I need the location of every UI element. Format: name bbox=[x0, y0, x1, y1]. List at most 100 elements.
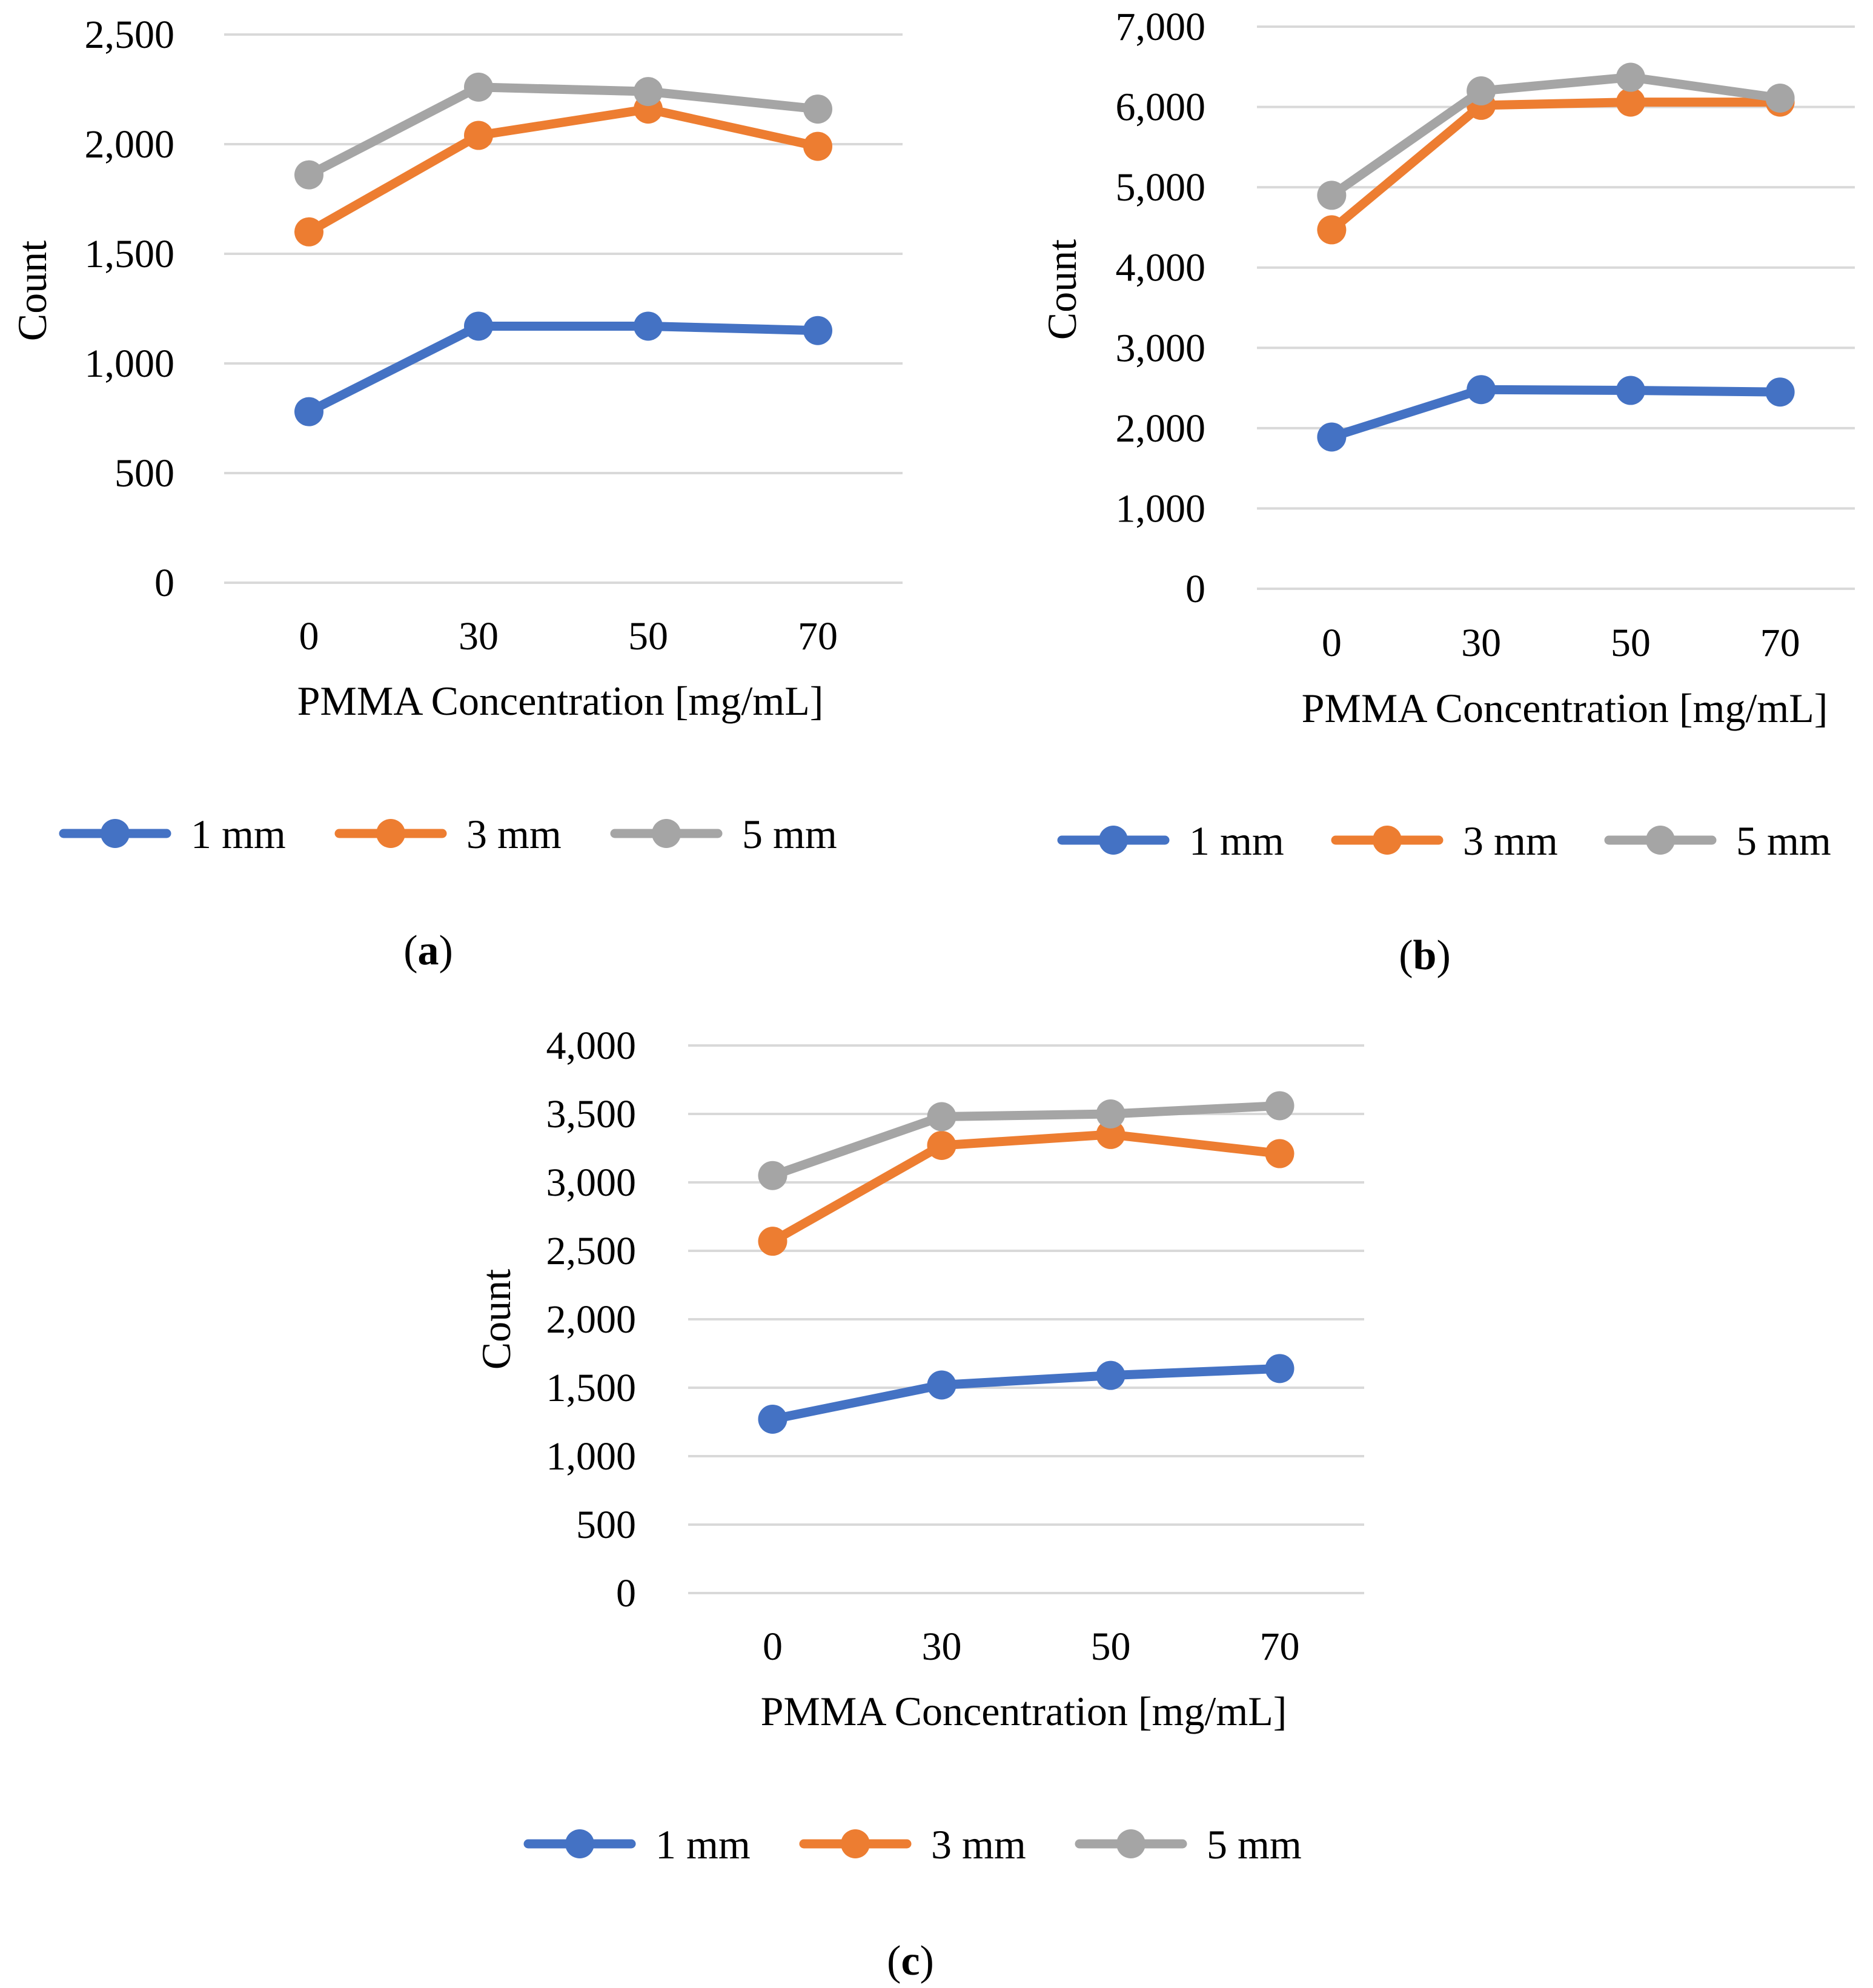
legend-marker bbox=[841, 1829, 870, 1858]
legend-label: 3 mm bbox=[1463, 818, 1558, 864]
data-point bbox=[803, 131, 832, 161]
y-tick-label: 1,500 bbox=[85, 232, 175, 276]
series-line-5mm bbox=[304, 82, 823, 180]
y-tick-label: 0 bbox=[154, 561, 174, 605]
data-point bbox=[1467, 76, 1496, 106]
legend-label: 5 mm bbox=[1207, 1821, 1302, 1867]
y-tick-label: 4,000 bbox=[546, 1024, 637, 1068]
data-point bbox=[1317, 422, 1347, 452]
y-axis-title: Count bbox=[9, 240, 55, 341]
legend-label: 3 mm bbox=[466, 811, 562, 857]
y-tick-label: 3,000 bbox=[546, 1161, 637, 1205]
y-tick-label: 2,000 bbox=[1116, 406, 1206, 451]
data-point bbox=[927, 1370, 956, 1400]
x-axis-title: PMMA Concentration [mg/mL] bbox=[297, 678, 824, 724]
data-point bbox=[294, 217, 323, 247]
legend-item: 1 mm bbox=[523, 1821, 751, 1867]
legend-item: 5 mm bbox=[1075, 1821, 1302, 1867]
data-point bbox=[1616, 87, 1645, 117]
data-point bbox=[464, 72, 493, 102]
data-point bbox=[1616, 62, 1645, 92]
data-point bbox=[464, 311, 493, 341]
y-tick-label: 7,000 bbox=[1116, 5, 1206, 49]
legend-marker bbox=[1373, 826, 1402, 855]
panel-letter: b bbox=[1413, 932, 1437, 979]
panel-label: (a) bbox=[403, 927, 453, 974]
data-point bbox=[464, 121, 493, 150]
x-tick-label: 50 bbox=[1091, 1625, 1131, 1669]
legend-marker bbox=[1116, 1829, 1145, 1858]
legend-marker bbox=[101, 819, 130, 848]
y-tick-label: 0 bbox=[616, 1571, 636, 1615]
x-tick-label: 70 bbox=[798, 614, 838, 658]
legend-item: 1 mm bbox=[1057, 818, 1284, 864]
chart-panel-c: 0 500 1,000 1,500 2,000 2,500 3,000 3,500 4,000 0… bbox=[473, 1024, 1364, 1984]
series-line-1mm bbox=[1327, 385, 1785, 442]
panel-label: (c) bbox=[887, 1938, 934, 1984]
data-point bbox=[634, 77, 663, 107]
x-tick-label: 50 bbox=[628, 614, 668, 658]
x-tick-label: 0 bbox=[299, 614, 319, 658]
y-tick-label: 3,000 bbox=[1116, 326, 1206, 370]
legend-marker bbox=[652, 819, 681, 848]
data-point bbox=[1096, 1099, 1125, 1128]
legend-marker bbox=[565, 1829, 594, 1858]
y-tick-label: 500 bbox=[114, 451, 174, 495]
y-tick-label: 5,000 bbox=[1116, 165, 1206, 210]
data-point bbox=[1265, 1354, 1295, 1383]
data-point bbox=[758, 1404, 787, 1434]
y-tick-label: 2,000 bbox=[85, 122, 175, 167]
x-tick-label: 50 bbox=[1611, 621, 1651, 665]
y-axis-title: Count bbox=[473, 1269, 519, 1370]
series-line-3mm bbox=[304, 104, 823, 237]
data-point bbox=[1317, 181, 1347, 210]
series-line-3mm bbox=[768, 1130, 1284, 1246]
series-line-5mm bbox=[1327, 73, 1785, 200]
panel-paren: ) bbox=[1436, 932, 1450, 979]
data-point bbox=[1765, 377, 1795, 407]
legend-item: 5 mm bbox=[610, 811, 837, 857]
y-tick-label: 1,500 bbox=[546, 1366, 637, 1410]
y-axis-title: Count bbox=[1039, 239, 1085, 340]
legend-marker bbox=[1099, 826, 1128, 855]
y-tick-label: 1,000 bbox=[546, 1434, 637, 1479]
legend-label: 5 mm bbox=[1736, 818, 1831, 864]
x-axis-title: PMMA Concentration [mg/mL] bbox=[1302, 685, 1828, 731]
data-point bbox=[758, 1227, 787, 1256]
data-point bbox=[294, 160, 323, 190]
x-tick-label: 30 bbox=[459, 614, 499, 658]
y-tick-label: 4,000 bbox=[1116, 246, 1206, 290]
chart-panel-a: 0 500 1,000 1,500 2,000 2,500 0 30 50 70 PMMA Conc… bbox=[9, 13, 903, 974]
chart-panel-b: 0 1,000 2,000 3,000 4,000 5,000 6,000 7,000 0 30 5… bbox=[1039, 5, 1855, 979]
legend-item: 3 mm bbox=[334, 811, 562, 857]
panel-letter: a bbox=[418, 927, 439, 974]
data-point bbox=[1096, 1360, 1125, 1390]
panel-paren: ( bbox=[887, 1938, 901, 1984]
data-point bbox=[1265, 1091, 1295, 1121]
y-tick-label: 6,000 bbox=[1116, 85, 1206, 130]
data-point bbox=[1096, 1119, 1125, 1149]
series-line-1mm bbox=[304, 321, 823, 417]
y-tick-label: 0 bbox=[1185, 567, 1205, 611]
legend-marker bbox=[1646, 826, 1675, 855]
y-tick-label: 2,500 bbox=[546, 1229, 637, 1273]
legend-item: 1 mm bbox=[59, 811, 286, 857]
x-tick-label: 70 bbox=[1760, 621, 1800, 665]
series-line-3mm bbox=[1327, 98, 1785, 234]
x-tick-label: 30 bbox=[1461, 621, 1501, 665]
y-tick-label: 2,000 bbox=[546, 1297, 637, 1342]
panel-paren: ) bbox=[439, 927, 453, 974]
data-point bbox=[927, 1102, 956, 1132]
x-tick-label: 0 bbox=[1322, 621, 1342, 665]
x-tick-label: 0 bbox=[763, 1625, 783, 1669]
series-line-5mm bbox=[768, 1101, 1284, 1181]
data-point bbox=[1765, 83, 1795, 113]
panel-paren: ) bbox=[920, 1938, 934, 1984]
legend-label: 1 mm bbox=[1189, 818, 1284, 864]
legend-label: 1 mm bbox=[191, 811, 286, 857]
data-point bbox=[758, 1161, 787, 1190]
y-tick-label: 2,500 bbox=[85, 13, 175, 57]
x-axis-title: PMMA Concentration [mg/mL] bbox=[761, 1688, 1287, 1734]
legend-item: 3 mm bbox=[1331, 818, 1558, 864]
